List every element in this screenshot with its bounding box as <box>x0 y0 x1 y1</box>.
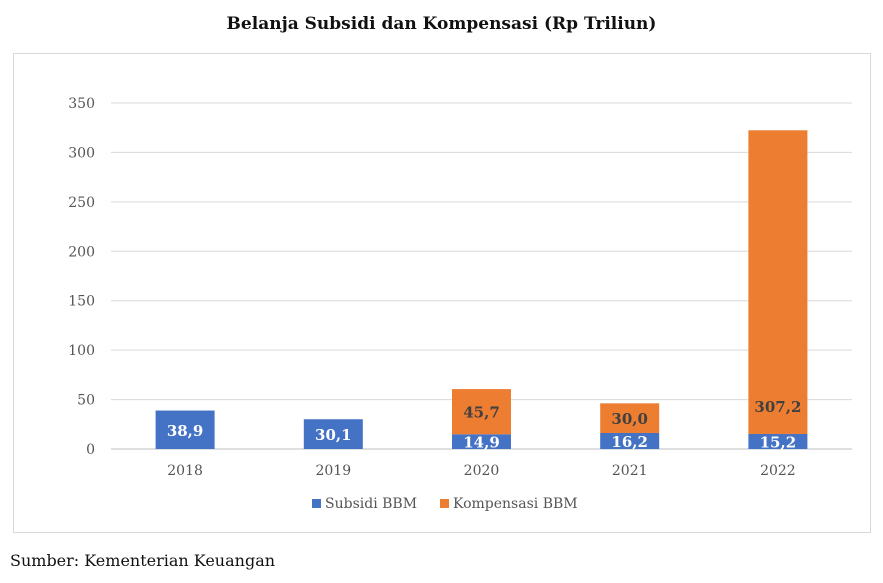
y-tick-label: 300 <box>68 145 95 161</box>
data-label: 30,0 <box>611 410 648 428</box>
data-label: 307,2 <box>754 398 801 416</box>
data-label: 30,1 <box>315 426 352 444</box>
y-tick-label: 100 <box>68 343 95 359</box>
chart-title: Belanja Subsidi dan Kompensasi (Rp Trili… <box>226 14 657 34</box>
y-tick-label: 150 <box>68 294 95 310</box>
y-tick-label: 0 <box>86 442 95 458</box>
data-label: 45,7 <box>463 404 500 422</box>
bar-subsidi-2019 <box>303 419 363 449</box>
x-tick-label: 2018 <box>167 463 203 479</box>
bar-kompensasi-2022 <box>748 130 808 434</box>
bar-subsidi-2020 <box>452 434 511 449</box>
legend-label: Subsidi BBM <box>325 496 417 512</box>
bar-kompensasi-2021 <box>600 403 660 433</box>
bar-subsidi-2021 <box>600 432 660 449</box>
legend-swatch-0 <box>312 499 321 508</box>
data-label: 38,9 <box>167 422 204 440</box>
legend-label: Kompensasi BBM <box>453 496 578 512</box>
y-tick-label: 200 <box>68 244 95 260</box>
source-note: Sumber: Kementerian Keuangan <box>10 551 276 570</box>
data-label: 15,2 <box>760 433 797 451</box>
y-tick-label: 50 <box>77 393 95 409</box>
data-label: 14,9 <box>463 434 500 452</box>
bar-subsidi-2018 <box>155 410 215 449</box>
x-tick-label: 2021 <box>612 463 648 479</box>
x-tick-label: 2019 <box>315 463 351 479</box>
bar-kompensasi-2020 <box>452 389 511 435</box>
bar-subsidi-2022 <box>748 433 808 449</box>
stacked-bar-chart: 0 50 100 150 200 250 300 350 38,9 30,1 14,9 45,7 16… <box>68 96 852 512</box>
x-tick-label: 2020 <box>464 463 500 479</box>
data-label: 16,2 <box>611 433 648 451</box>
legend-swatch-1 <box>440 499 449 508</box>
chart-frame: 0 50 100 150 200 250 300 350 38,9 30,1 14,9 45,7 16… <box>13 53 871 533</box>
x-tick-label: 2022 <box>760 463 796 479</box>
y-tick-label: 350 <box>68 96 95 112</box>
y-tick-label: 250 <box>68 195 95 211</box>
